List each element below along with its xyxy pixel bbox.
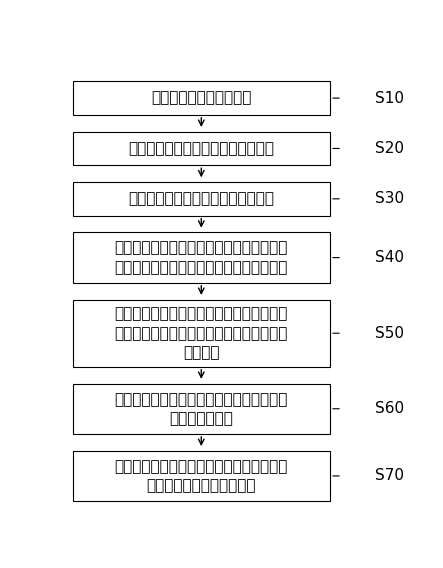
Text: S30: S30	[375, 191, 404, 206]
Text: 利用键合工艺将所述盖片键合在所述衬底上
以得到键合结构: 利用键合工艺将所述盖片键合在所述衬底上 以得到键合结构	[115, 392, 288, 426]
Text: 刻蚀所述衬底以形成多个微流柱组和多个沟
槽，所述沟槽设于所述微流柱组的两相对侧: 刻蚀所述衬底以形成多个微流柱组和多个沟 槽，所述沟槽设于所述微流柱组的两相对侧	[115, 240, 288, 275]
Bar	[73, 451, 330, 501]
Text: S40: S40	[375, 250, 404, 265]
Text: 将所述第一标记和所述第二标记一一对应地
上下对准以使所述衬底的晶向与所述盖片的
晶向一致: 将所述第一标记和所述第二标记一一对应地 上下对准以使所述衬底的晶向与所述盖片的 …	[115, 307, 288, 360]
Text: S50: S50	[375, 325, 404, 341]
Bar	[73, 81, 330, 115]
Text: S20: S20	[375, 141, 404, 156]
Bar	[73, 132, 330, 165]
Bar	[73, 232, 330, 283]
Text: S70: S70	[375, 469, 404, 483]
Bar	[73, 383, 330, 434]
Text: 利用混合切割工艺对所述键合结构进行切割
以得到多个独立的微流芯片: 利用混合切割工艺对所述键合结构进行切割 以得到多个独立的微流芯片	[115, 459, 288, 493]
Text: S60: S60	[375, 401, 404, 416]
Text: 分别提供一衬底和一盖片: 分别提供一衬底和一盖片	[151, 90, 252, 106]
Text: S10: S10	[375, 90, 404, 106]
Bar	[73, 182, 330, 216]
Bar	[73, 299, 330, 367]
Text: 在所述盖片上设置至少两个第二标记: 在所述盖片上设置至少两个第二标记	[128, 191, 274, 206]
Text: 在所述衬底上设置至少两个第一标记: 在所述衬底上设置至少两个第一标记	[128, 141, 274, 156]
